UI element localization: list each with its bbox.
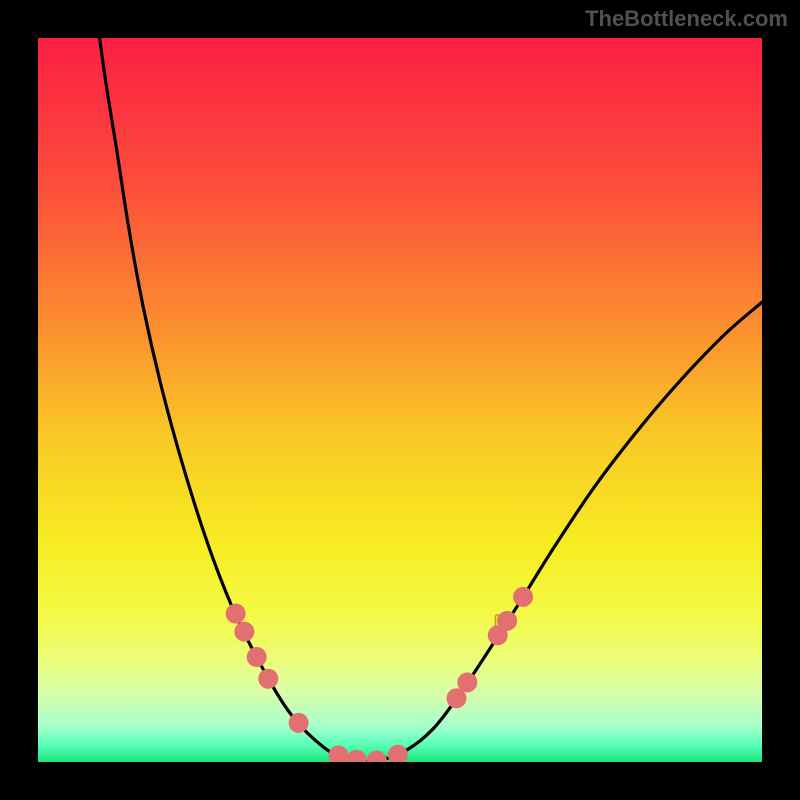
gradient-background (38, 38, 762, 762)
data-marker (457, 672, 477, 692)
data-marker (247, 647, 267, 667)
data-marker (497, 611, 517, 631)
watermark-text: TheBottleneck.com (585, 6, 788, 32)
data-marker (226, 604, 246, 624)
data-marker (513, 587, 533, 607)
data-marker (234, 622, 254, 642)
data-marker (258, 669, 278, 689)
plot-area (38, 38, 762, 762)
data-marker (289, 713, 309, 733)
chart-container: TheBottleneck.com (0, 0, 800, 800)
bottleneck-chart-svg (38, 38, 762, 762)
